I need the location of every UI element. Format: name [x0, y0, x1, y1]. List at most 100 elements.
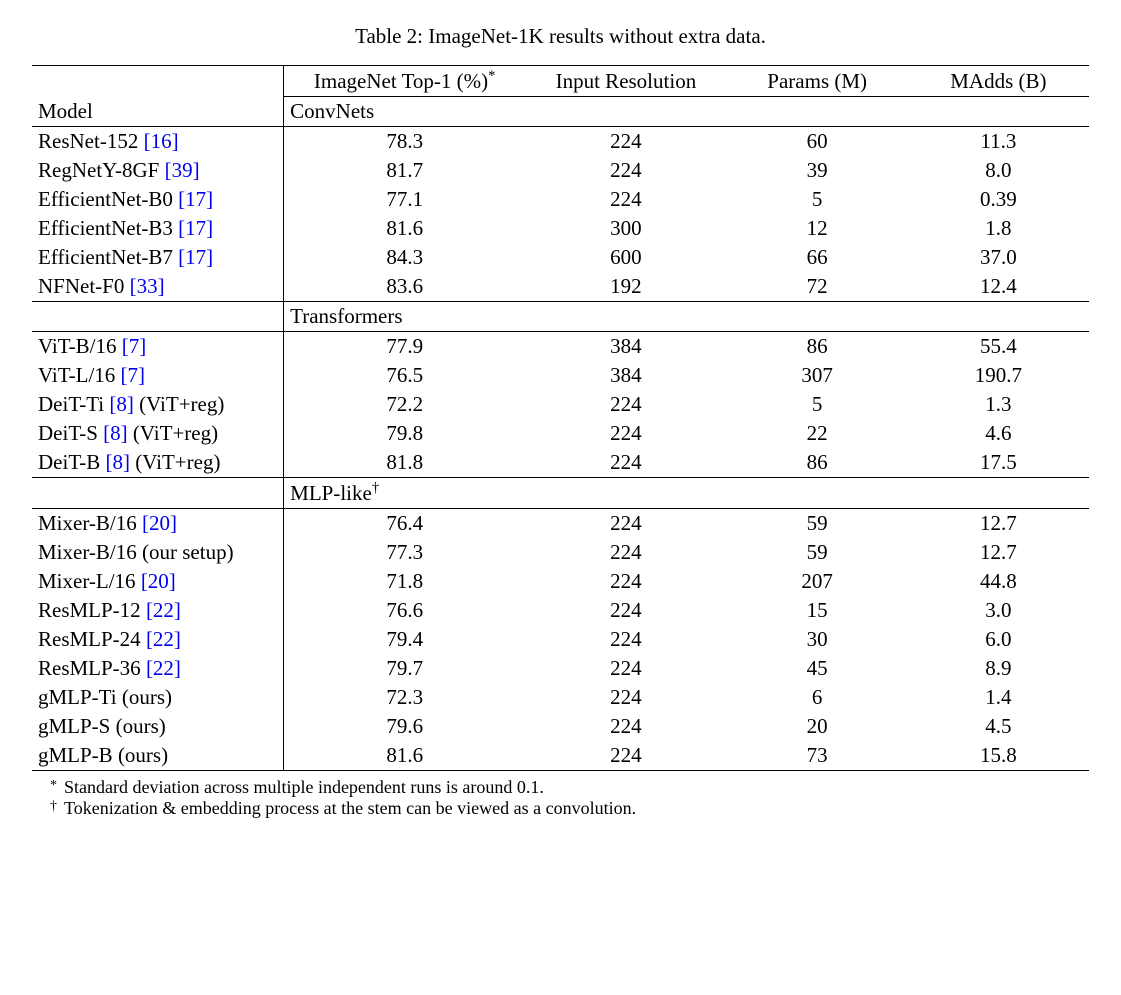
res-cell: 224 — [525, 538, 726, 567]
model-cell: EfficientNet-B7 [17] — [32, 243, 284, 272]
model-cell: EfficientNet-B0 [17] — [32, 185, 284, 214]
col-res: Input Resolution — [525, 66, 726, 97]
col-top1: ImageNet Top-1 (%)* — [284, 66, 526, 97]
params-cell: 12 — [727, 214, 908, 243]
params-cell: 6 — [727, 683, 908, 712]
citation[interactable]: [22] — [146, 656, 181, 680]
top1-cell: 79.7 — [284, 654, 526, 683]
params-cell: 73 — [727, 741, 908, 771]
madds-cell: 6.0 — [908, 625, 1089, 654]
model-cell: ResMLP-12 [22] — [32, 596, 284, 625]
madds-cell: 8.9 — [908, 654, 1089, 683]
madds-cell: 0.39 — [908, 185, 1089, 214]
res-cell: 224 — [525, 683, 726, 712]
citation[interactable]: [16] — [144, 129, 179, 153]
res-cell: 224 — [525, 156, 726, 185]
model-cell: EfficientNet-B3 [17] — [32, 214, 284, 243]
params-cell: 30 — [727, 625, 908, 654]
citation[interactable]: [22] — [146, 598, 181, 622]
res-cell: 224 — [525, 448, 726, 478]
params-cell: 39 — [727, 156, 908, 185]
results-table: ModelImageNet Top-1 (%)*Input Resolution… — [32, 65, 1089, 771]
res-cell: 224 — [525, 625, 726, 654]
madds-cell: 12.4 — [908, 272, 1089, 302]
top1-cell: 81.6 — [284, 741, 526, 771]
citation[interactable]: [8] — [105, 450, 130, 474]
citation[interactable]: [17] — [178, 245, 213, 269]
model-cell: gMLP-Ti (ours) — [32, 683, 284, 712]
empty-cell — [32, 302, 284, 332]
madds-cell: 8.0 — [908, 156, 1089, 185]
model-cell: ResMLP-36 [22] — [32, 654, 284, 683]
madds-cell: 1.4 — [908, 683, 1089, 712]
model-cell: gMLP-B (ours) — [32, 741, 284, 771]
madds-cell: 1.8 — [908, 214, 1089, 243]
top1-cell: 76.4 — [284, 509, 526, 539]
footnote-marker: † — [50, 798, 64, 816]
citation[interactable]: [7] — [122, 334, 147, 358]
res-cell: 384 — [525, 332, 726, 362]
model-cell: ViT-B/16 [7] — [32, 332, 284, 362]
params-cell: 5 — [727, 185, 908, 214]
madds-cell: 12.7 — [908, 509, 1089, 539]
top1-cell: 77.1 — [284, 185, 526, 214]
citation[interactable]: [17] — [178, 187, 213, 211]
top1-cell: 71.8 — [284, 567, 526, 596]
res-cell: 192 — [525, 272, 726, 302]
citation[interactable]: [8] — [109, 392, 134, 416]
madds-cell: 190.7 — [908, 361, 1089, 390]
params-cell: 45 — [727, 654, 908, 683]
bottom-rule — [32, 771, 1089, 772]
footnote-marker: * — [50, 777, 64, 795]
madds-cell: 11.3 — [908, 127, 1089, 157]
madds-cell: 3.0 — [908, 596, 1089, 625]
table-caption: Table 2: ImageNet-1K results without ext… — [32, 24, 1089, 49]
res-cell: 300 — [525, 214, 726, 243]
model-cell: ViT-L/16 [7] — [32, 361, 284, 390]
table-footnotes: * Standard deviation across multiple ind… — [32, 777, 1089, 819]
params-cell: 59 — [727, 509, 908, 539]
citation[interactable]: [33] — [130, 274, 165, 298]
model-cell: ResNet-152 [16] — [32, 127, 284, 157]
top1-cell: 84.3 — [284, 243, 526, 272]
model-cell: Mixer-B/16 [20] — [32, 509, 284, 539]
top1-cell: 72.2 — [284, 390, 526, 419]
params-cell: 59 — [727, 538, 908, 567]
params-cell: 66 — [727, 243, 908, 272]
citation[interactable]: [17] — [178, 216, 213, 240]
params-cell: 86 — [727, 332, 908, 362]
top1-cell: 78.3 — [284, 127, 526, 157]
top1-cell: 77.3 — [284, 538, 526, 567]
footnote-text: Standard deviation across multiple indep… — [64, 777, 544, 798]
params-cell: 22 — [727, 419, 908, 448]
col-model: Model — [32, 66, 284, 127]
madds-cell: 1.3 — [908, 390, 1089, 419]
model-cell: Mixer-L/16 [20] — [32, 567, 284, 596]
madds-cell: 4.6 — [908, 419, 1089, 448]
citation[interactable]: [39] — [165, 158, 200, 182]
madds-cell: 4.5 — [908, 712, 1089, 741]
citation[interactable]: [8] — [103, 421, 128, 445]
top1-cell: 77.9 — [284, 332, 526, 362]
citation[interactable]: [20] — [141, 569, 176, 593]
section-label: MLP-like† — [284, 478, 1089, 509]
res-cell: 224 — [525, 741, 726, 771]
empty-cell — [32, 478, 284, 509]
res-cell: 224 — [525, 596, 726, 625]
citation[interactable]: [20] — [142, 511, 177, 535]
res-cell: 384 — [525, 361, 726, 390]
model-cell: DeiT-S [8] (ViT+reg) — [32, 419, 284, 448]
top1-cell: 83.6 — [284, 272, 526, 302]
top1-cell: 79.4 — [284, 625, 526, 654]
footnote: † Tokenization & embedding process at th… — [50, 798, 1089, 819]
top1-cell: 81.6 — [284, 214, 526, 243]
col-madds: MAdds (B) — [908, 66, 1089, 97]
citation[interactable]: [22] — [146, 627, 181, 651]
footnote-text: Tokenization & embedding process at the … — [64, 798, 636, 819]
citation[interactable]: [7] — [121, 363, 146, 387]
madds-cell: 44.8 — [908, 567, 1089, 596]
params-cell: 307 — [727, 361, 908, 390]
madds-cell: 55.4 — [908, 332, 1089, 362]
res-cell: 224 — [525, 127, 726, 157]
section-label: ConvNets — [284, 97, 1089, 127]
